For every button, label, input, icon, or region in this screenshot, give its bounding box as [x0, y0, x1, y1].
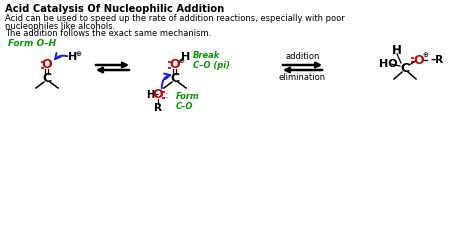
Text: ⊕: ⊕ [178, 58, 184, 64]
Text: ⊕: ⊕ [422, 52, 428, 58]
Text: Break
C–O (pi): Break C–O (pi) [193, 51, 230, 70]
Text: Form O–H: Form O–H [8, 39, 56, 48]
Text: C: C [171, 72, 180, 85]
Text: Acid Catalysis Of Nucleophilic Addition: Acid Catalysis Of Nucleophilic Addition [5, 4, 224, 14]
Text: HO: HO [379, 59, 398, 69]
Text: C: C [43, 72, 52, 85]
Text: H: H [68, 52, 78, 62]
Text: C: C [401, 61, 410, 74]
Text: H: H [392, 43, 402, 56]
Text: H–: H– [146, 90, 159, 100]
Text: addition: addition [285, 52, 319, 61]
Text: O: O [42, 58, 52, 72]
Text: R: R [154, 103, 162, 113]
Text: O: O [170, 58, 180, 72]
Text: The addition follows the exact same mechanism.: The addition follows the exact same mech… [5, 29, 211, 38]
Text: nucleophiles like alcohols.: nucleophiles like alcohols. [5, 22, 115, 31]
Text: H: H [182, 52, 191, 62]
Text: ⊕: ⊕ [75, 51, 81, 57]
Text: elimination: elimination [279, 73, 326, 82]
Text: O: O [414, 54, 424, 67]
Text: Acid can be used to speed up the rate of addition reactions, especially with poo: Acid can be used to speed up the rate of… [5, 14, 345, 23]
Text: –R: –R [431, 55, 444, 65]
Text: Form
C–O: Form C–O [176, 92, 200, 111]
Text: :: : [165, 90, 169, 100]
Text: O: O [153, 88, 164, 101]
